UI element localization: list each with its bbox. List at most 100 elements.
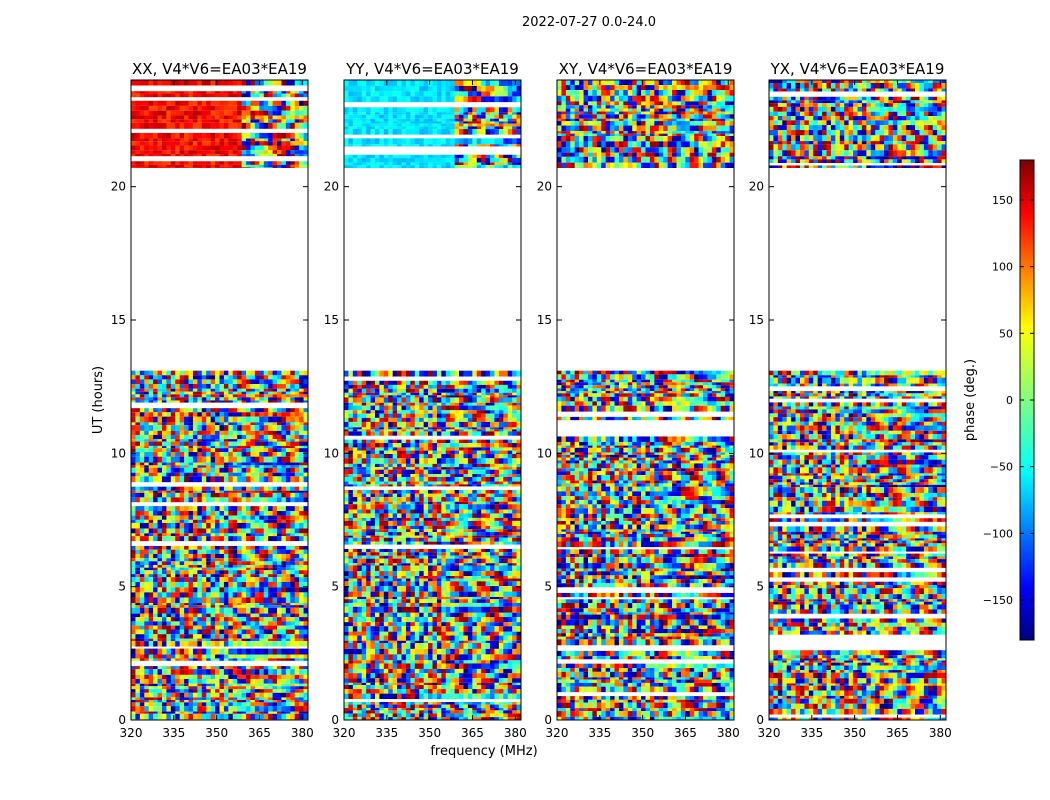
phase-cell bbox=[357, 380, 362, 385]
phase-cell bbox=[131, 375, 136, 380]
phase-cell bbox=[503, 370, 509, 377]
phase-cell bbox=[153, 561, 158, 566]
phase-cell bbox=[166, 686, 172, 690]
phase-cell bbox=[135, 558, 141, 562]
phase-cell bbox=[503, 413, 509, 418]
phase-cell bbox=[281, 702, 287, 707]
phase-cell bbox=[290, 587, 296, 593]
phase-cell bbox=[294, 425, 300, 431]
phase-cell bbox=[139, 394, 145, 398]
phase-cell bbox=[228, 570, 234, 575]
phase-cell bbox=[144, 153, 149, 157]
phase-cell bbox=[254, 150, 260, 154]
phase-cell bbox=[135, 607, 141, 614]
phase-cell bbox=[277, 621, 282, 626]
phase-cell bbox=[228, 692, 234, 698]
phase-cell bbox=[201, 528, 207, 534]
phase-cell bbox=[170, 561, 176, 566]
phase-cell bbox=[498, 417, 504, 422]
phase-cell bbox=[299, 592, 304, 598]
phase-cell bbox=[285, 486, 291, 491]
phase-cell bbox=[188, 713, 194, 720]
phase-cell bbox=[148, 448, 154, 453]
phase-cell bbox=[206, 141, 211, 146]
phase-cell bbox=[285, 634, 291, 639]
phase-cell bbox=[157, 448, 163, 453]
phase-cell bbox=[223, 613, 229, 618]
phase-cell bbox=[192, 536, 198, 542]
phase-cell bbox=[401, 405, 407, 411]
phase-cell bbox=[303, 370, 309, 376]
phase-cell bbox=[139, 486, 145, 491]
phase-cell bbox=[379, 427, 385, 430]
phase-cell bbox=[401, 402, 407, 406]
phase-cell bbox=[144, 132, 149, 139]
phase-cell bbox=[157, 669, 163, 675]
phase-cell bbox=[277, 412, 282, 417]
phase-cell bbox=[494, 392, 500, 396]
phase-cell bbox=[241, 558, 247, 562]
phase-cell bbox=[294, 683, 300, 687]
phase-cell bbox=[432, 447, 438, 451]
phase-cell bbox=[268, 391, 273, 395]
phase-cell bbox=[223, 100, 229, 106]
phase-cell bbox=[503, 447, 509, 451]
phase-cell bbox=[357, 450, 362, 454]
phase-cell bbox=[232, 634, 238, 639]
phase-cell bbox=[303, 565, 309, 568]
phase-cell bbox=[268, 567, 273, 571]
phase-cell bbox=[232, 567, 238, 571]
phase-cell bbox=[250, 641, 256, 647]
phase-cell bbox=[290, 486, 296, 491]
phase-cell bbox=[206, 692, 211, 698]
phase-cell bbox=[303, 384, 309, 389]
phase-cell bbox=[254, 522, 260, 529]
phase-cell bbox=[166, 567, 172, 571]
phase-cell bbox=[153, 697, 158, 701]
phase-cell bbox=[263, 150, 269, 154]
phase-cell bbox=[348, 395, 354, 398]
phase-cell bbox=[170, 713, 176, 720]
phase-cell bbox=[197, 702, 203, 707]
phase-cell bbox=[392, 417, 398, 422]
phase-cell bbox=[254, 528, 260, 534]
phase-cell bbox=[223, 592, 229, 598]
phase-cell bbox=[397, 388, 402, 393]
phase-cell bbox=[272, 603, 278, 606]
phase-cell bbox=[201, 613, 207, 618]
phase-cell bbox=[210, 603, 216, 606]
phase-cell bbox=[303, 448, 309, 453]
phase-cell bbox=[157, 434, 163, 440]
phase-cell bbox=[157, 617, 163, 622]
phase-cell bbox=[206, 669, 211, 675]
phase-cell bbox=[161, 394, 167, 398]
phase-cell bbox=[285, 587, 291, 593]
phase-cell bbox=[131, 370, 136, 376]
phase-cell bbox=[175, 706, 180, 712]
phase-cell bbox=[441, 395, 447, 398]
phase-cell bbox=[254, 545, 260, 550]
phase-cell bbox=[259, 629, 265, 635]
phase-cell bbox=[201, 617, 207, 622]
phase-cell bbox=[299, 597, 304, 604]
phase-cell bbox=[294, 394, 300, 398]
phase-cell bbox=[259, 607, 265, 614]
phase-cell bbox=[148, 452, 154, 457]
phase-cell bbox=[268, 536, 273, 542]
phase-cell bbox=[370, 397, 376, 403]
phase-cell bbox=[210, 561, 216, 566]
phase-cell bbox=[290, 536, 296, 542]
phase-cell bbox=[472, 397, 478, 403]
phase-cell bbox=[179, 621, 185, 626]
phase-cell bbox=[294, 497, 300, 503]
phase-cell bbox=[299, 93, 304, 98]
phase-cell bbox=[192, 669, 198, 675]
phase-cell bbox=[192, 138, 198, 142]
phase-cell bbox=[184, 629, 189, 635]
phase-cell bbox=[299, 574, 304, 578]
phase-cell bbox=[268, 93, 273, 98]
phase-cell bbox=[241, 666, 247, 670]
phase-cell bbox=[206, 597, 211, 604]
phase-cell bbox=[254, 375, 260, 380]
phase-cell bbox=[144, 439, 149, 442]
